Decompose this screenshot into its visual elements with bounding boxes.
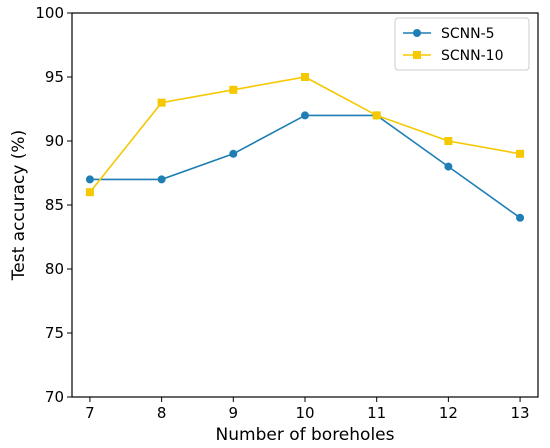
x-tick-label: 11 [367, 404, 386, 422]
y-tick-label: 90 [45, 132, 64, 150]
y-tick-label: 100 [35, 4, 64, 22]
series-group [85, 73, 525, 222]
plot-frame [71, 12, 539, 398]
data-point-scnn-5 [157, 175, 166, 184]
data-point-scnn-10 [229, 85, 238, 94]
y-tick-label: 80 [45, 260, 64, 278]
y-axis-label: Test accuracy (%) [9, 130, 29, 281]
legend-label-scnn-10: SCNN-10 [441, 48, 503, 64]
data-point-scnn-10 [301, 73, 309, 81]
data-point-scnn-10 [444, 137, 453, 145]
data-point-scnn-10 [516, 149, 525, 158]
x-tick-label: 13 [511, 404, 530, 422]
y-tick-label: 75 [45, 324, 64, 342]
legend-box [394, 17, 530, 71]
data-point-scnn-5 [444, 162, 453, 171]
y-tick-label: 70 [45, 388, 64, 406]
series-line-scnn-10 [89, 76, 521, 193]
x-tick-label: 12 [439, 404, 458, 422]
data-point-scnn-5 [229, 149, 238, 158]
data-point-scnn-10 [157, 98, 166, 107]
legend-marker-scnn-5 [413, 29, 421, 37]
data-point-scnn-10 [372, 111, 381, 120]
x-tick-label: 9 [229, 404, 239, 422]
data-point-scnn-5 [516, 213, 525, 222]
y-tick-label: 85 [45, 196, 64, 214]
x-axis-label: Number of boreholes [216, 425, 395, 445]
series-line-scnn-5 [89, 114, 521, 219]
data-point-scnn-5 [301, 111, 309, 120]
axis-ticks: 70 75 80 85 90 95 100 7 8 9 10 11 12 13 [35, 4, 529, 422]
legend-marker-scnn-10 [413, 51, 421, 59]
legend: SCNN-5 SCNN-10 [394, 17, 530, 71]
data-point-scnn-5 [85, 175, 94, 184]
x-tick-label: 8 [157, 404, 167, 422]
legend-label-scnn-5: SCNN-5 [441, 26, 495, 42]
y-tick-label: 95 [45, 68, 64, 86]
data-point-scnn-10 [85, 188, 94, 197]
x-tick-label: 7 [85, 404, 95, 422]
x-tick-label: 10 [295, 404, 314, 422]
